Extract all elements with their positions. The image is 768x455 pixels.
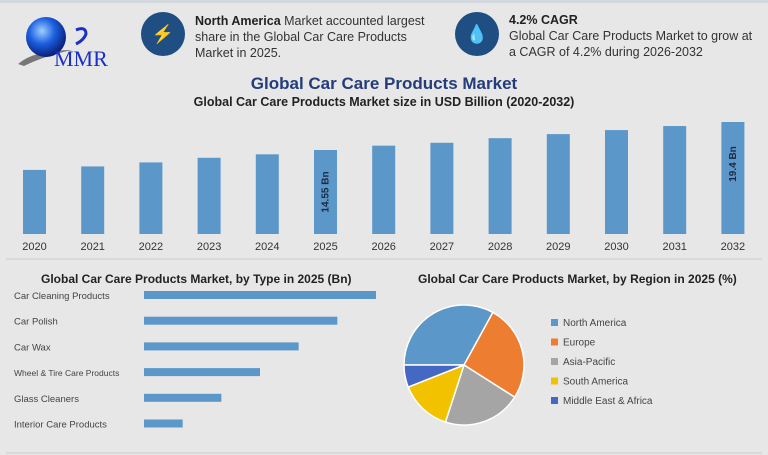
legend-label: Asia-Pacific — [563, 357, 615, 368]
data-label: 19.4 Bn — [728, 146, 739, 182]
x-tick-label: 2032 — [721, 241, 745, 253]
bar-2020 — [23, 169, 46, 234]
top-border — [0, 0, 768, 3]
bar-2023 — [197, 157, 221, 234]
x-tick-label: 2030 — [604, 241, 628, 253]
bar-glass-cleaners — [144, 393, 222, 402]
x-tick-label: 2025 — [313, 241, 337, 253]
pie-slice-asia-pacific — [444, 363, 516, 426]
category-label: Car Polish — [14, 317, 58, 328]
pie-slice-middle-east-africa — [403, 364, 465, 389]
bar-2032 — [721, 122, 745, 234]
x-tick-label: 2023 — [197, 241, 221, 253]
divider — [6, 258, 762, 260]
globe-icon — [18, 17, 88, 66]
highlight-text: Market accounted largest share in the Gl… — [195, 14, 425, 60]
bar-2029 — [546, 134, 570, 234]
drop-icon: 💧 — [455, 12, 499, 56]
x-tick-label: 2022 — [139, 241, 163, 253]
highlight-text: Global Car Care Products Market to grow … — [509, 29, 753, 59]
bar-2031 — [663, 126, 687, 234]
x-tick-label: 2024 — [255, 241, 279, 253]
x-tick-label: 2027 — [430, 241, 454, 253]
highlight-bold: 4.2% CAGR — [509, 13, 578, 27]
bar-car-polish — [144, 316, 338, 325]
category-label: Wheel & Tire Care Products — [14, 368, 119, 378]
bar-2030 — [605, 130, 628, 234]
legend-label: Europe — [563, 338, 596, 349]
bar-2025 — [314, 150, 337, 234]
highlight-cagr: 4.2% CAGR Global Car Care Products Market… — [509, 12, 759, 60]
bar-wheel-tire-care-products — [144, 368, 260, 377]
legend-swatch — [551, 319, 558, 326]
bar-car-cleaning-products — [144, 291, 376, 299]
mmr-logo: MMR — [14, 14, 114, 71]
x-tick-label: 2028 — [488, 241, 512, 253]
category-label: Interior Care Products — [14, 420, 107, 431]
x-tick-label: 2026 — [371, 241, 395, 253]
bar-2026 — [372, 145, 396, 234]
legend-label: Middle East & Africa — [563, 396, 653, 407]
market-size-bar-chart: 2020 2021 2022 2023 2024 2025 14.55 Bn 2026 2027… — [22, 122, 745, 253]
region-pie-chart: North America Europe Asia-Pacific South Ame… — [403, 304, 653, 426]
legend-label: South America — [563, 377, 628, 388]
legend-swatch — [551, 358, 558, 365]
x-tick-label: 2021 — [80, 241, 104, 253]
region-chart-title: Global Car Care Products Market, by Regi… — [418, 272, 737, 286]
legend-swatch — [551, 397, 558, 404]
bar-2022 — [139, 162, 163, 234]
bar-2024 — [255, 154, 279, 234]
type-bar-chart: Car Cleaning Products Car Polish Car Wax Wh… — [14, 291, 376, 431]
pie-slice-south-america — [407, 363, 466, 424]
pie-slice-europe — [463, 311, 525, 399]
x-tick-label: 2029 — [546, 241, 570, 253]
highlight-north-america: North America Market accounted largest s… — [195, 13, 445, 61]
category-label: Car Cleaning Products — [14, 291, 110, 302]
category-label: Car Wax — [14, 342, 51, 353]
pie-slice-north-america — [403, 304, 494, 366]
highlight-bold: North America — [195, 14, 281, 28]
chart-subtitle: Global Car Care Products Market size in … — [193, 95, 575, 109]
legend-label: North America — [563, 318, 627, 329]
page-title: Global Car Care Products Market — [250, 74, 518, 93]
logo-text: MMR — [54, 46, 108, 71]
divider — [6, 452, 762, 454]
bar-2021 — [81, 166, 105, 234]
bar-car-wax — [144, 342, 299, 351]
bar-interior-care-products — [144, 419, 183, 428]
bar-2028 — [488, 138, 512, 234]
x-tick-label: 2020 — [22, 241, 46, 253]
legend-swatch — [551, 338, 558, 346]
legend-swatch — [551, 377, 558, 385]
x-tick-label: 2031 — [662, 241, 686, 253]
bar-2027 — [430, 142, 454, 234]
type-chart-title: Global Car Care Products Market, by Type… — [41, 272, 352, 286]
category-label: Glass Cleaners — [14, 394, 79, 405]
lightning-icon: ⚡ — [141, 12, 185, 56]
data-label: 14.55 Bn — [321, 171, 332, 212]
